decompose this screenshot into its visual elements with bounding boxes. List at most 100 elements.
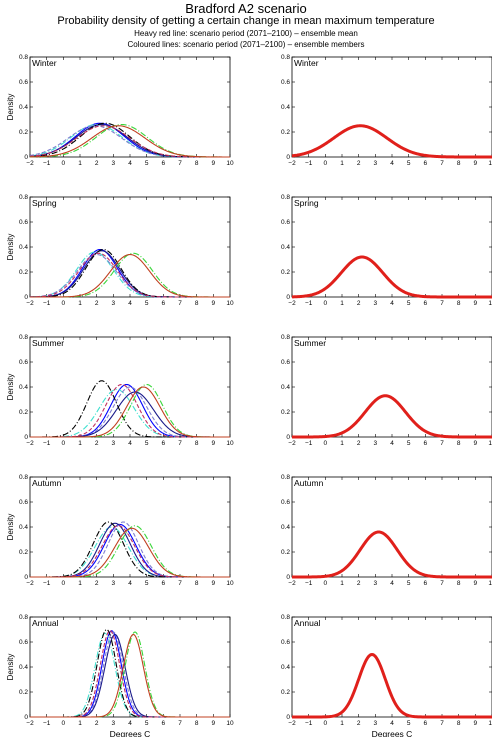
y-tick-label: 0.6 [19,639,28,646]
y-tick-label: 0.2 [19,129,28,136]
x-tick-label: 9 [212,300,216,307]
x-tick-label: 9 [212,440,216,447]
x-tick-label: 2 [357,720,361,727]
legend-note-mean: Heavy red line: scenario period (2071–21… [134,29,358,38]
y-tick-label: 0.2 [281,689,290,696]
ensemble-member-curve [30,527,230,578]
x-tick-label: −1 [305,300,313,307]
ensemble-member-curve [29,123,230,158]
y-tick-label: 0.4 [281,104,290,111]
x-tick-label: 7 [178,160,182,167]
y-tick-label: 0.4 [19,384,28,391]
x-tick-label: 8 [457,440,461,447]
ensemble-mean-curve [291,255,492,299]
x-tick-label: 7 [178,300,182,307]
y-tick-label: 0.8 [281,54,290,61]
y-tick-label: 0.8 [19,474,28,481]
x-tick-label: 0 [324,160,328,167]
x-tick-label: 0 [62,300,66,307]
y-axis-label: Density [6,234,15,261]
y-tick-label: 0.2 [19,269,28,276]
season-label: Winter [294,58,319,68]
x-tick-label: 2 [95,440,99,447]
x-tick-label: 2 [95,300,99,307]
y-tick-label: 0.6 [281,499,290,506]
x-tick-label: 6 [162,160,166,167]
x-tick-label: 9 [474,720,478,727]
panel-autumn-members: −2 −1 0 1 2 3 4 5 6 7 8 9 10 0 0.2 0.4 0.6 0.8 Autumn Densi… [6,474,234,587]
y-tick-label: 0.2 [281,549,290,556]
y-axis-label: Density [6,654,15,681]
x-tick-label: 7 [440,720,444,727]
x-tick-label: 1 [78,300,82,307]
x-tick-label: −2 [288,300,296,307]
y-tick-label: 0.4 [19,664,28,671]
ensemble-member-curve [30,632,230,718]
x-tick-label: −1 [43,580,51,587]
x-tick-label: 4 [128,300,132,307]
y-tick-label: 0.8 [281,194,290,201]
y-tick-label: 0 [24,714,28,721]
x-tick-label: 10 [226,720,234,727]
y-tick-label: 0.2 [281,409,290,416]
y-tick-label: 0.8 [19,614,28,621]
x-tick-label: 1 [78,580,82,587]
x-tick-label: 10 [488,300,492,307]
x-tick-label: 8 [457,160,461,167]
x-tick-label: 5 [407,720,411,727]
x-tick-label: 8 [195,300,199,307]
x-tick-label: 10 [226,300,234,307]
x-tick-label: 9 [212,720,216,727]
x-tick-label: 3 [112,580,116,587]
y-tick-label: 0 [286,434,290,441]
panel-annual-members: −2 −1 0 1 2 3 4 5 6 7 8 9 10 0 0.2 0.4 0.6 0.8 Annual Densi… [6,614,234,737]
x-tick-label: 7 [440,580,444,587]
y-tick-label: 0.8 [19,334,28,341]
ensemble-mean-curve [291,124,492,159]
panel-winter-mean: −2 −1 0 1 2 3 4 5 6 7 8 9 10 0 0.2 0.4 0.6 0.8 Winter [281,54,492,167]
y-tick-label: 0.6 [19,499,28,506]
x-axis-label: Degrees C [110,729,151,737]
season-label: Summer [294,338,326,348]
plot-frame [291,616,492,718]
x-tick-label: −2 [26,160,34,167]
y-tick-label: 0.6 [281,219,290,226]
x-tick-label: 8 [195,160,199,167]
x-tick-label: 8 [195,580,199,587]
y-tick-label: 0.2 [19,549,28,556]
x-tick-label: −1 [43,300,51,307]
y-tick-label: 0 [286,714,290,721]
x-tick-label: 4 [390,720,394,727]
x-tick-label: 9 [212,160,216,167]
y-tick-label: 0.8 [19,194,28,201]
plot-frame [29,56,231,158]
y-tick-label: 0 [24,574,28,581]
x-tick-label: 9 [474,580,478,587]
x-tick-label: 8 [457,580,461,587]
x-tick-label: 0 [324,580,328,587]
x-tick-label: 2 [357,440,361,447]
y-tick-label: 0.6 [19,219,28,226]
x-tick-label: 4 [390,440,394,447]
ensemble-member-curve [30,252,230,298]
x-tick-label: 2 [95,720,99,727]
y-tick-label: 0.6 [281,639,290,646]
x-tick-label: 7 [178,440,182,447]
x-tick-label: 6 [162,300,166,307]
panel-annual-mean: −2 −1 0 1 2 3 4 5 6 7 8 9 10 0 0.2 0.4 0.6 0.8 Annual Degre… [281,614,492,737]
x-tick-label: 4 [128,440,132,447]
ensemble-member-curve [29,252,230,298]
panel-winter-members: −2 −1 0 1 2 3 4 5 6 7 8 9 10 0 0.2 0.4 0.6 0.8 Winter Densi… [6,54,234,167]
x-tick-label: 1 [340,300,344,307]
x-tick-label: 1 [340,160,344,167]
x-tick-label: 5 [145,440,149,447]
x-tick-label: 3 [112,160,116,167]
x-tick-label: 8 [457,720,461,727]
ensemble-member-curve [30,253,230,298]
x-tick-label: 10 [488,720,492,727]
x-tick-label: 7 [178,580,182,587]
x-tick-label: 2 [95,160,99,167]
figure-title: Bradford A2 scenario [185,1,307,16]
x-tick-label: 3 [112,300,116,307]
x-tick-label: 10 [488,440,492,447]
